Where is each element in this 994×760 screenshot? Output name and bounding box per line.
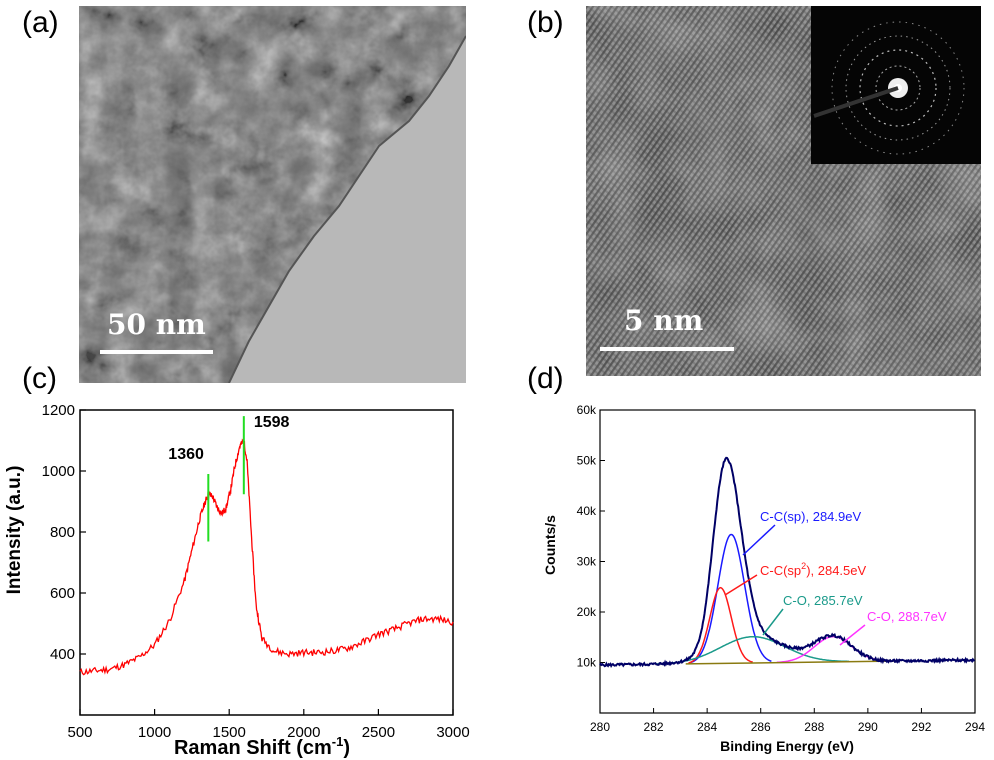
xps-plot-frame	[599, 409, 976, 714]
xps-envelope-line	[599, 456, 976, 669]
xps-label-c-sp: C-C(sp), 284.9eV	[760, 509, 861, 524]
raman-y-tick-label: 1000	[42, 463, 75, 480]
xps-component-c-sp2	[688, 586, 753, 664]
raman-y-axis-label: Intensity (a.u.)	[4, 466, 25, 595]
panel-label-a: (a)	[22, 6, 59, 39]
xps-x-tick-label: 294	[965, 720, 985, 734]
raman-x-tick-label: 1000	[138, 724, 171, 741]
raman-peak-label-1598: 1598	[254, 414, 290, 431]
panel-label-b: (b)	[527, 6, 564, 39]
xps-component-c-sp	[690, 533, 772, 664]
xps-arrow-c-o-285	[762, 608, 784, 636]
scale-bar-a	[100, 350, 213, 354]
raman-chart: 500 1000 1500 2000 2500 3000 400 600 800 1000 1200…	[4, 402, 470, 759]
raman-x-tick-label: 2500	[362, 724, 395, 741]
raman-y-tick-label: 600	[50, 585, 75, 602]
xps-x-tick-label: 282	[644, 720, 664, 734]
panel-label-c: (c)	[22, 362, 57, 395]
panel-label-d: (d)	[527, 362, 564, 395]
raman-y-tick-label: 800	[50, 524, 75, 541]
raman-x-tick-label: 500	[67, 724, 92, 741]
xps-label-c-o-285: C-O, 285.7eV	[783, 593, 863, 608]
xps-y-tick-label: 10k	[577, 656, 597, 670]
xps-arrow-c-sp	[742, 524, 776, 556]
xps-label-c-o-288: C-O, 288.7eV	[867, 609, 947, 624]
raman-y-tick-label: 400	[50, 646, 75, 663]
scale-bar-b	[600, 347, 734, 351]
xps-chart: 280 282 284 286 288 290 292 294 10k 20k 30k 40k 50k 6…	[542, 403, 985, 754]
raman-x-axis-label: Raman Shift (cm-1)	[174, 734, 350, 759]
raman-x-tick-label: 2000	[287, 724, 320, 741]
xps-arrow-c-o-288	[839, 624, 866, 646]
xps-y-tick-label: 40k	[577, 504, 597, 518]
xps-x-tick-label: 288	[804, 720, 824, 734]
xps-x-tick-label: 280	[590, 720, 610, 734]
tem-image-low-mag: 50 nm	[79, 6, 466, 383]
xps-y-tick-label: 50k	[577, 454, 597, 468]
raman-plot-frame	[79, 409, 454, 716]
raman-series-line	[79, 438, 454, 676]
raman-x-tick-label: 1500	[213, 724, 246, 741]
scale-label-a: 50 nm	[107, 308, 206, 341]
saed-inset	[811, 6, 981, 164]
xps-x-tick-label: 292	[911, 720, 931, 734]
xps-arrow-c-sp2	[724, 574, 758, 596]
xps-y-axis-label: Counts/s	[542, 515, 558, 575]
hrtem-image: 5 nm	[586, 6, 981, 376]
xps-y-tick-label: 20k	[577, 605, 597, 619]
xps-x-tick-label: 290	[858, 720, 878, 734]
xps-x-axis-label: Binding Energy (eV)	[720, 738, 854, 754]
xps-y-tick-label: 60k	[577, 403, 597, 417]
raman-peak-label-1360: 1360	[168, 446, 204, 463]
xps-x-tick-label: 286	[751, 720, 771, 734]
raman-y-tick-label: 1200	[42, 402, 75, 419]
raman-x-tick-label: 3000	[436, 724, 469, 741]
xps-baseline	[685, 660, 895, 665]
xps-label-c-sp2: C-C(sp2), 284.5eV	[760, 561, 867, 578]
xps-y-tick-label: 30k	[577, 555, 597, 569]
xps-x-tick-label: 284	[697, 720, 717, 734]
scale-label-b: 5 nm	[624, 304, 704, 337]
